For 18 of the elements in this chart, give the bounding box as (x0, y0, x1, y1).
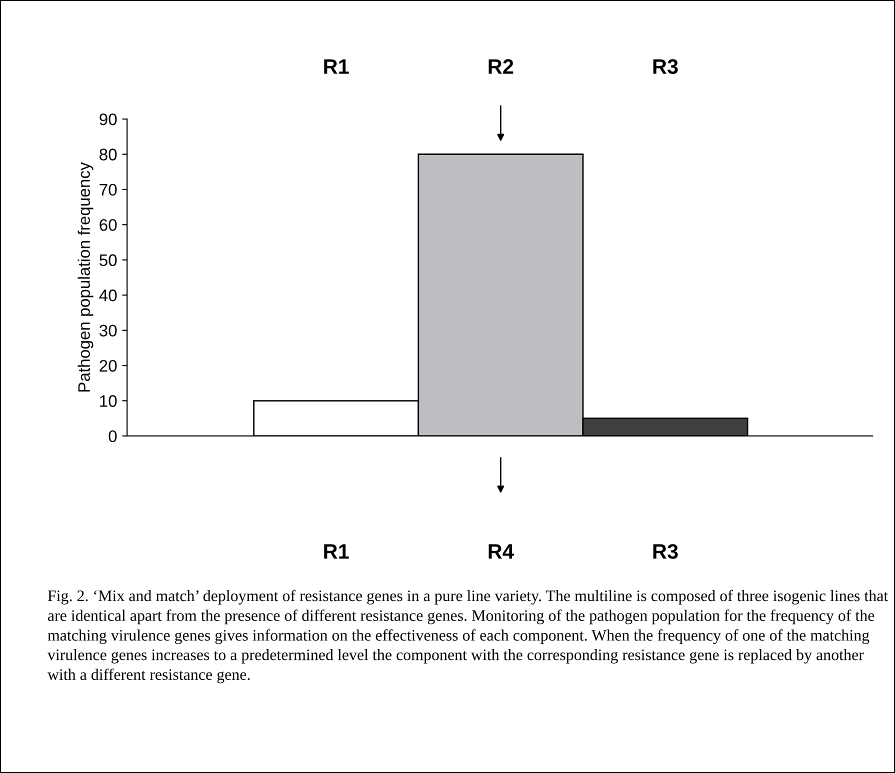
y-tick-label: 40 (99, 290, 117, 302)
x-tick-label: R3 (653, 59, 678, 74)
y-tick-label: 0 (108, 430, 117, 442)
x-tick-label: R1 (324, 59, 349, 74)
x-tick-label: R2 (488, 59, 514, 74)
y-tick-label: 60 (100, 219, 117, 231)
text: R3 (653, 544, 678, 559)
y-tick-label: 70 (100, 184, 117, 196)
y-tick-label: 50 (100, 254, 117, 266)
y-tick-label: 30 (99, 324, 117, 337)
text: R1 (324, 544, 349, 559)
y-tick-label: 80 (100, 148, 117, 160)
y-tick-label: 20 (100, 360, 117, 372)
y-axis-title: Pathogen population frequency (78, 162, 94, 392)
text: R4 (488, 544, 514, 559)
y-tick-label: 90 (100, 113, 117, 126)
caption: Fig. 2. ‘Mix and match’ deployment of resistance genes in a pure line variety. The multiline is composed of three isogenic lines that are identical apart from the presence of different resistance genes. Monitoring of the pathogen population for the frequency of the matching virulence genes gives information on the effectiveness of each component. When the frequency of one of the matching virulence genes increases to a predetermined level the component with the corresponding resistance gene is replaced by another with a different resistance gene. (47, 590, 888, 684)
y-tick-label: 10 (100, 395, 117, 407)
